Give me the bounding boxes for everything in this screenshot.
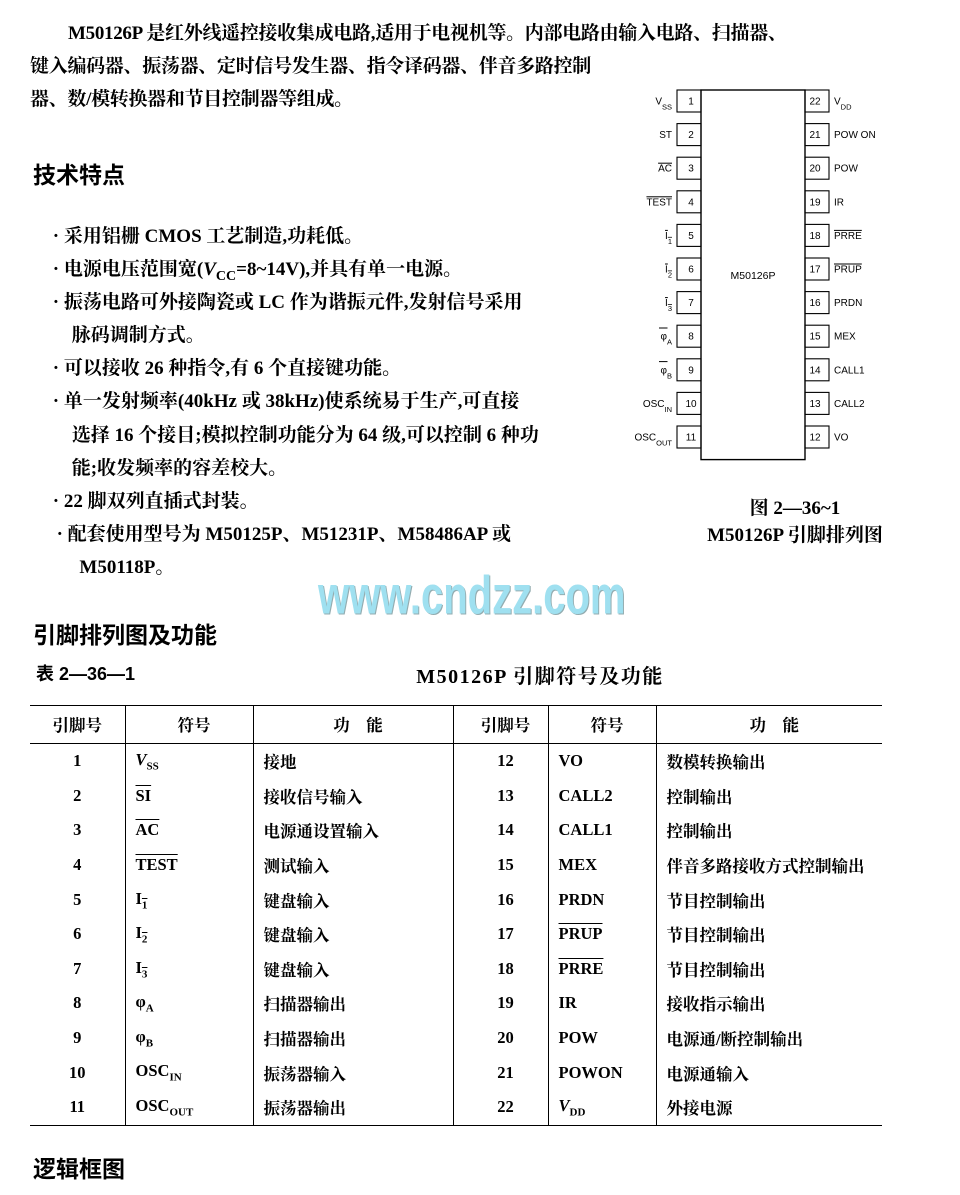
svg-text:12: 12: [809, 433, 821, 444]
svg-text:POW: POW: [834, 164, 858, 175]
svg-text:φB: φB: [661, 365, 673, 380]
svg-text:TEST: TEST: [646, 197, 672, 208]
svg-text:CALL2: CALL2: [834, 399, 865, 410]
svg-text:18: 18: [809, 231, 821, 242]
svg-text:6: 6: [688, 265, 694, 276]
svg-text:φA: φA: [661, 332, 673, 347]
svg-text:21: 21: [809, 130, 821, 141]
svg-text:OSCIN: OSCIN: [643, 399, 672, 414]
svg-text:17: 17: [809, 265, 821, 276]
svg-text:ST: ST: [659, 130, 672, 141]
svg-text:I3: I3: [665, 298, 672, 313]
svg-text:22: 22: [809, 97, 821, 108]
svg-text:5: 5: [688, 231, 694, 242]
svg-text:VO: VO: [834, 433, 849, 444]
svg-text:3: 3: [688, 164, 694, 175]
svg-text:11: 11: [686, 433, 697, 444]
svg-text:16: 16: [809, 298, 821, 309]
svg-text:4: 4: [688, 197, 694, 208]
svg-text:POW ON: POW ON: [834, 130, 876, 141]
svg-text:MEX: MEX: [834, 332, 856, 343]
svg-text:15: 15: [809, 332, 821, 343]
svg-text:2: 2: [688, 130, 694, 141]
svg-text:OSCOUT: OSCOUT: [634, 433, 672, 448]
svg-text:PRRE: PRRE: [834, 231, 862, 242]
svg-text:M50126P: M50126P: [731, 270, 776, 282]
svg-text:AC: AC: [658, 164, 672, 175]
svg-text:8: 8: [688, 332, 694, 343]
svg-text:9: 9: [688, 365, 694, 376]
svg-text:7: 7: [688, 298, 694, 309]
svg-text:14: 14: [809, 365, 821, 376]
svg-text:VDD: VDD: [834, 97, 852, 112]
svg-text:I1: I1: [665, 231, 672, 246]
svg-text:19: 19: [809, 197, 821, 208]
svg-text:IR: IR: [834, 197, 844, 208]
svg-text:1: 1: [688, 97, 694, 108]
svg-text:VSS: VSS: [655, 97, 672, 112]
svg-text:13: 13: [809, 399, 821, 410]
svg-text:20: 20: [809, 164, 821, 175]
svg-text:I2: I2: [665, 265, 672, 280]
svg-text:CALL1: CALL1: [834, 365, 865, 376]
svg-text:PRDN: PRDN: [834, 298, 862, 309]
svg-text:PRUP: PRUP: [834, 265, 862, 276]
svg-text:10: 10: [685, 399, 697, 410]
